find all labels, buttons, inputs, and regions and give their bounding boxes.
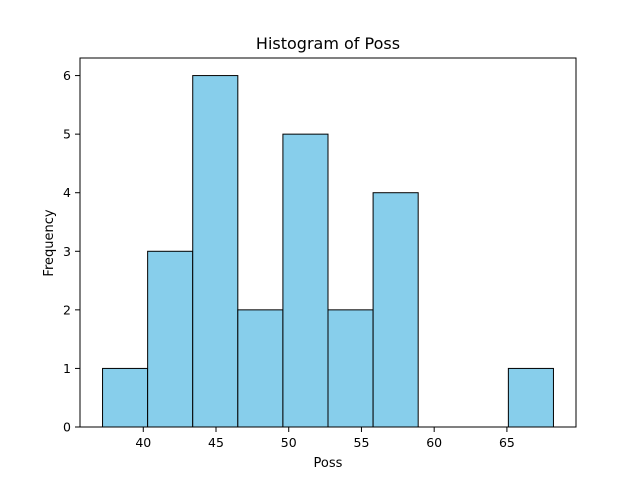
y-axis-label: Frequency <box>42 209 57 276</box>
histogram-bar-1 <box>147 250 194 428</box>
y-tick-label-5: 5 <box>63 127 71 142</box>
y-tick-label-4: 4 <box>63 185 71 200</box>
y-tick-label-1: 1 <box>63 361 71 376</box>
histogram-bar-9 <box>507 367 554 428</box>
chart-title: Histogram of Poss <box>256 34 400 53</box>
bars-group <box>102 75 554 428</box>
x-axis-label: Poss <box>314 456 343 471</box>
plot-frame <box>79 57 577 428</box>
histogram-bar-3 <box>237 309 284 428</box>
y-axis-ticks: 0 1 2 3 4 5 6 <box>63 68 80 435</box>
x-tick-label-1: 45 <box>208 435 224 450</box>
histogram-bar-0 <box>102 367 149 428</box>
x-tick-label-4: 60 <box>426 435 442 450</box>
x-axis-ticks: 40 45 50 55 60 65 <box>135 427 515 450</box>
x-tick-label-0: 40 <box>135 435 151 450</box>
y-tick-label-6: 6 <box>63 68 71 83</box>
histogram-bar-6 <box>372 192 419 428</box>
x-tick-label-2: 50 <box>281 435 297 450</box>
histogram-bar-2 <box>192 75 239 428</box>
y-tick-label-2: 2 <box>63 302 71 317</box>
histogram-bar-5 <box>327 309 374 428</box>
histogram-bar-4 <box>282 133 329 428</box>
y-tick-label-3: 3 <box>63 244 71 259</box>
y-tick-label-0: 0 <box>63 420 71 435</box>
x-tick-label-5: 65 <box>499 435 515 450</box>
x-tick-label-3: 55 <box>354 435 370 450</box>
